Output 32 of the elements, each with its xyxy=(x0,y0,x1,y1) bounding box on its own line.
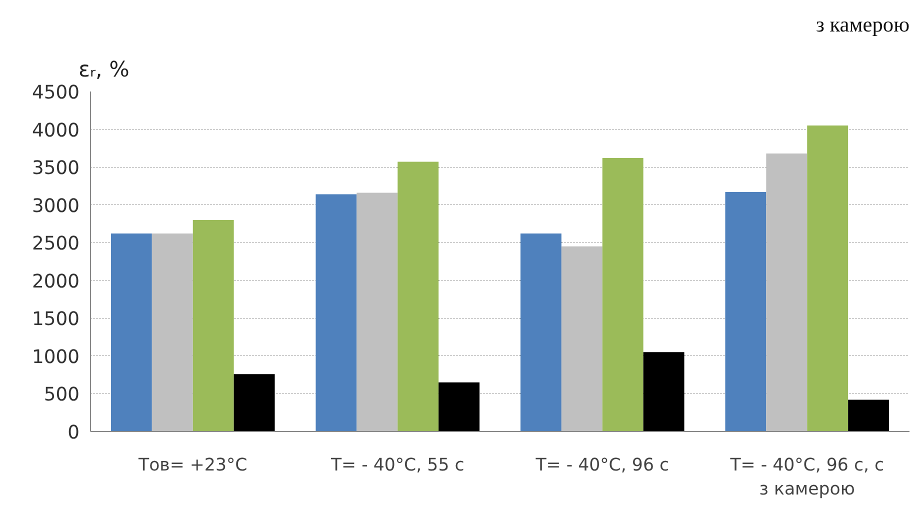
bar xyxy=(725,192,766,432)
y-tick-label: 0 xyxy=(68,422,80,444)
bar xyxy=(561,246,602,432)
bar xyxy=(602,158,644,432)
y-tick-label: 1500 xyxy=(32,309,80,330)
bar xyxy=(316,194,357,432)
y-tick-label: 4000 xyxy=(32,120,80,142)
bar xyxy=(766,153,808,432)
y-tick-label: 2500 xyxy=(32,234,80,255)
bar xyxy=(110,234,152,432)
y-tick-label: 1000 xyxy=(32,346,80,368)
y-axis-title: εᵣ, % xyxy=(78,58,130,82)
y-tick-label: 3500 xyxy=(32,158,80,180)
bar xyxy=(807,126,848,432)
bar xyxy=(438,382,480,432)
bar xyxy=(234,374,275,432)
bar xyxy=(520,234,562,432)
bar xyxy=(643,352,684,432)
x-tick-label: Тов= +23°C xyxy=(137,456,248,476)
x-tick-label: T= - 40°C, 55 с xyxy=(330,456,464,476)
text: з камерою xyxy=(816,12,910,36)
bar xyxy=(848,400,890,432)
bar xyxy=(356,192,398,432)
bar xyxy=(398,162,439,432)
y-tick-label: 3000 xyxy=(32,196,80,217)
bar xyxy=(192,220,234,432)
y-tick-label: 4500 xyxy=(32,82,80,104)
y-tick-label: 500 xyxy=(44,384,80,406)
bar xyxy=(152,234,193,432)
x-tick-label: T= - 40°C, 96 с, с з камерою xyxy=(729,456,884,500)
x-tick-label: T= - 40°C, 96 с xyxy=(534,456,670,476)
y-tick-label: 2000 xyxy=(32,271,80,292)
